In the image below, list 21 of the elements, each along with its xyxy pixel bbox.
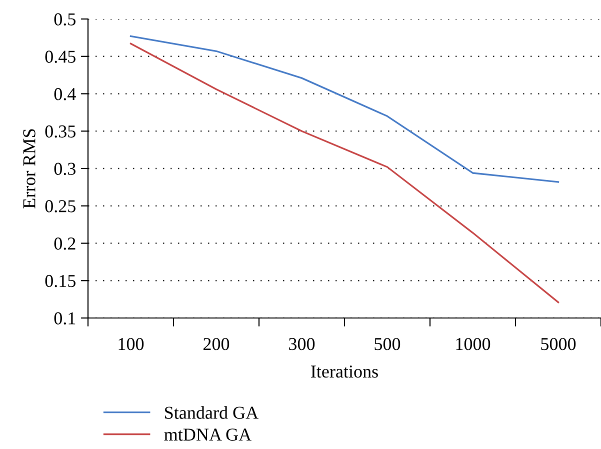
x-tick-label: 300 (289, 338, 315, 350)
y-tick-label: 0.35 (45, 125, 76, 138)
y-axis-title: Error RMS (23, 129, 36, 208)
line-series (130, 35, 560, 183)
y-tick-label: 0.15 (45, 274, 76, 288)
y-tick-label: 0.5 (54, 13, 76, 26)
y-tick-label: 0.45 (45, 50, 76, 63)
y-tick-label: 0.1 (54, 312, 76, 325)
x-tick-label: 1000 (456, 338, 490, 350)
y-tick-label: 0.25 (45, 200, 76, 212)
x-tick-label: 100 (118, 338, 144, 350)
line-series (130, 42, 560, 304)
x-tick-label: 500 (374, 338, 400, 350)
legend-label: mtDNA GA (164, 428, 252, 441)
x-axis-title: Iterations (311, 366, 378, 378)
x-tick-label: 200 (204, 338, 230, 350)
legend-label: Standard GA (165, 406, 258, 419)
x-tick-label: 5000 (541, 338, 576, 350)
y-tick-label: 0.3 (54, 162, 76, 176)
y-tick-label: 0.2 (54, 238, 76, 250)
y-tick-label: 0.4 (54, 88, 76, 100)
